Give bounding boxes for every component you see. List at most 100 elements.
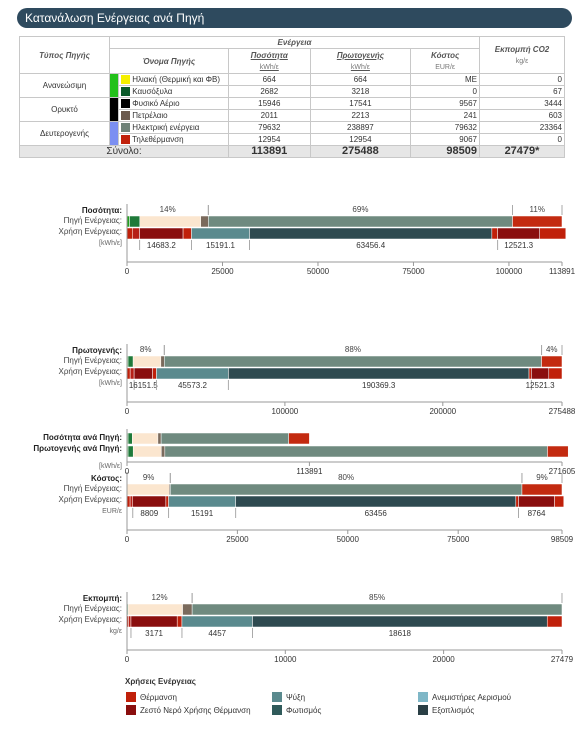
tick-label: 75000 [402,267,425,276]
unit-label: [kWh/ε] [99,463,122,470]
source-bar-segment [541,355,563,368]
source-bar-segment [127,603,183,616]
pct-label: 9% [143,473,155,482]
tick-label: 0 [125,407,130,416]
row-label: Πηγή Ενέργειας: [64,484,122,493]
legend-swatch [272,705,282,715]
tick-label: 100000 [496,267,523,276]
pct-label: 88% [345,345,361,354]
source-bar-segment [521,483,563,496]
tick-label: 75000 [447,535,470,544]
tick-label: 200000 [429,407,456,416]
qty-bar-segment [127,432,133,445]
tick-label: 20000 [432,655,455,664]
pct-label: 12% [152,593,168,602]
use-label: 15191.1 [206,241,235,250]
row-label: Πηγή Ενέργειας: [64,604,122,613]
tick-label: 0 [125,535,130,544]
emissions-header: Εκπομπή CO2 kg/ε [479,36,565,74]
use-label: 8809 [140,509,158,518]
use-bar-segment [249,227,493,240]
source-bar-segment [127,355,134,368]
table-row: Ορυκτό Φυσικό Αέριο 15946 17541 9567 3444 [19,97,565,122]
unit-label: kg/ε [110,628,122,635]
source-bar-segment [512,215,563,228]
use-bar-segment [176,615,183,628]
use-bar-segment [181,615,253,628]
row-label: Ποσότητα ανά Πηγή: [43,433,122,442]
pct-label: 69% [352,205,368,214]
primary-bar-segment [161,445,166,458]
primary-bar-segment [547,445,569,458]
use-label: 14683.2 [147,241,176,250]
use-bar-segment [133,367,153,380]
tick-label: 25000 [211,267,234,276]
row-label: Πρωτογενής ανά Πηγή: [33,444,122,453]
use-label: 63456.4 [356,241,385,250]
tick-label: 50000 [307,267,330,276]
qty-bar-segment [288,432,310,445]
table-row: Καυσόξυλα 2682 3218 0 67 [20,85,565,98]
tick-label: 50000 [337,535,360,544]
row-label: Πηγή Ενέργειας: [64,216,122,225]
unit-label: [kWh/ε] [99,380,122,387]
pct-label: 9% [536,473,548,482]
use-bar-segment [168,495,236,508]
source-type: Ανανεώσιμη [19,73,110,98]
legend-label: Φωτισμός [286,706,321,715]
col-quantity: Ποσότητα kWh/ε [228,48,311,74]
tick-label: 0 [125,467,130,476]
tick-label: 27479 [551,655,574,664]
legend-title: Χρήσεις Ενέργειας [125,677,196,686]
source-color-swatch [121,99,130,109]
primary-bar-segment [164,445,548,458]
use-bar-segment [128,615,132,628]
legend-label: Θέρμανση [140,693,177,702]
use-bar-segment [235,495,517,508]
source-bar-segment [139,215,201,228]
use-label: 12521.3 [526,381,555,390]
use-label: 45573.2 [178,381,207,390]
use-bar-segment [132,227,140,240]
pct-label: 8% [140,345,152,354]
use-bar-segment [546,615,563,628]
unit-label: EUR/ε [102,508,122,515]
source-color-swatch [121,123,130,133]
tick-label: 0 [125,267,130,276]
legend-label: Ζεστό Νερό Χρήσης Θέρμανση [140,706,251,715]
source-color-swatch [121,111,130,121]
source-bar-segment [160,355,165,368]
use-bar-segment [548,367,563,380]
qty-bar-segment [132,432,159,445]
use-bar-segment [129,495,133,508]
chart-title: Εκπομπή: [83,594,122,603]
use-label: 63456 [365,509,388,518]
row-label: Χρήση Ενέργειας: [59,367,122,376]
use-bar-segment [518,495,555,508]
pct-label: 85% [369,593,385,602]
col-cost: Κόστος EUR/ε [410,48,480,74]
primary-bar-segment [132,445,162,458]
tick-label: 0 [125,655,130,664]
use-bar-segment [129,367,135,380]
use-label: 12521.3 [504,241,533,250]
pct-label: 80% [338,473,354,482]
chart-title: Πρωτογενής: [72,346,122,355]
use-bar-segment [252,615,548,628]
pct-label: 11% [530,205,545,214]
source-bar-segment [132,355,162,368]
source-color-swatch [121,75,130,85]
use-bar-segment [130,615,178,628]
use-bar-segment [539,227,567,240]
row-label: Χρήση Ενέργειας: [59,615,122,624]
use-bar-segment [156,367,229,380]
legend-swatch [126,705,136,715]
use-bar-segment [139,227,184,240]
qty-bar-segment [157,432,162,445]
legend-swatch [418,692,428,702]
primary-bar-segment [127,445,134,458]
pct-label: 4% [546,345,558,354]
legend-swatch [272,692,282,702]
use-bar-segment [554,495,565,508]
